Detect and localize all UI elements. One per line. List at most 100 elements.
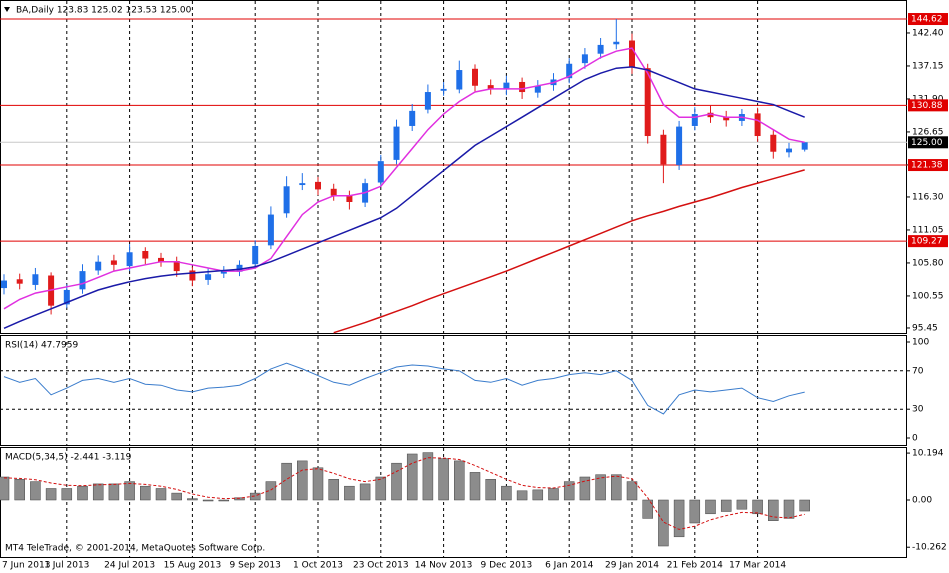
x-tick-label: 1 Jul 2013 bbox=[44, 561, 89, 571]
candle-body bbox=[424, 92, 431, 110]
moving-average bbox=[3, 47, 805, 310]
macd-bar bbox=[14, 479, 25, 501]
y-tick-label: 100 bbox=[912, 338, 929, 348]
macd-bar bbox=[705, 499, 716, 515]
x-tick-label: 17 Mar 2014 bbox=[729, 561, 786, 571]
candle-body bbox=[205, 274, 212, 280]
macd-bar bbox=[768, 499, 779, 521]
macd-bar bbox=[532, 489, 544, 501]
candle-body bbox=[691, 114, 698, 126]
candle-body bbox=[267, 214, 274, 246]
x-tick-label: 24 Jul 2013 bbox=[104, 561, 155, 571]
candle-body bbox=[503, 82, 510, 90]
candle-body bbox=[707, 112, 714, 118]
menu-arrow bbox=[4, 7, 10, 12]
macd-bar bbox=[312, 467, 324, 501]
macd-bar bbox=[328, 479, 339, 501]
macd-bar bbox=[281, 462, 292, 501]
rsi-title: RSI(14) 47.7959 bbox=[5, 341, 78, 351]
macd-bar bbox=[438, 458, 449, 501]
macd-bar bbox=[187, 498, 198, 501]
candle-body bbox=[16, 279, 23, 284]
macd-bar bbox=[626, 481, 638, 501]
macd-bar bbox=[202, 499, 214, 502]
level-label: 121.38 bbox=[911, 161, 943, 171]
candle-body bbox=[754, 113, 761, 137]
candle-body bbox=[236, 264, 243, 272]
macd-bar bbox=[391, 462, 402, 501]
candle-body bbox=[393, 126, 400, 160]
macd-bar bbox=[548, 488, 559, 501]
macd-bar bbox=[422, 452, 434, 501]
macd-bar bbox=[61, 488, 73, 501]
x-tick-label: 9 Sep 2013 bbox=[230, 561, 281, 571]
macd-bar bbox=[752, 499, 763, 515]
moving-average bbox=[3, 66, 805, 329]
candle-body bbox=[110, 260, 117, 265]
candle-body bbox=[613, 41, 620, 45]
macd-bar bbox=[140, 485, 151, 501]
candle-body bbox=[142, 251, 149, 259]
candle-body bbox=[95, 261, 102, 271]
macd-bar bbox=[171, 492, 182, 501]
candle-body bbox=[456, 70, 463, 90]
y-tick-label: 105.80 bbox=[912, 258, 944, 268]
candle-body bbox=[440, 88, 447, 91]
macd-bar bbox=[454, 460, 465, 501]
macd-bar bbox=[563, 481, 575, 501]
macd-bar bbox=[642, 499, 653, 519]
candle-body bbox=[315, 181, 321, 190]
level-label: 144.62 bbox=[911, 15, 943, 25]
macd-bar bbox=[0, 476, 10, 501]
x-tick-label: 1 Oct 2013 bbox=[293, 561, 343, 571]
candle-body bbox=[472, 68, 478, 86]
macd-bar bbox=[406, 453, 418, 501]
macd-bar bbox=[720, 499, 732, 512]
y-tick-label: 0.00 bbox=[912, 495, 932, 505]
candle-body bbox=[126, 252, 133, 267]
macd-bar bbox=[218, 499, 230, 502]
macd-bar bbox=[485, 479, 496, 501]
candle-body bbox=[63, 289, 70, 305]
candle-body bbox=[487, 85, 494, 89]
macd-bar bbox=[359, 483, 371, 501]
candle-body bbox=[220, 271, 227, 274]
macd-bar bbox=[783, 499, 795, 519]
candle-body bbox=[597, 44, 604, 54]
x-tick-label: 23 Oct 2013 bbox=[353, 561, 409, 571]
macd-bar bbox=[77, 485, 88, 501]
candle-body bbox=[786, 148, 792, 153]
macd-bar bbox=[689, 499, 701, 524]
chart-title: BA,Daily 123.83 125.02 123.53 125.00 bbox=[16, 6, 192, 16]
candle-body bbox=[32, 274, 39, 285]
macd-bar bbox=[375, 476, 387, 501]
y-tick-label: 30 bbox=[912, 405, 924, 415]
level-label-box bbox=[908, 13, 948, 26]
candle-body bbox=[283, 186, 290, 214]
y-tick-label: -10.262 bbox=[912, 543, 947, 553]
candle-body bbox=[252, 245, 259, 265]
macd-bar bbox=[516, 490, 528, 501]
level-label: 130.88 bbox=[911, 101, 943, 111]
y-tick-label: 142.40 bbox=[912, 28, 944, 38]
candle-body bbox=[377, 161, 384, 183]
candle-body bbox=[1, 280, 7, 289]
x-tick-label: 9 Dec 2013 bbox=[481, 561, 533, 571]
candle-body bbox=[346, 195, 353, 202]
level-label-box bbox=[908, 99, 948, 112]
y-tick-label: 126.65 bbox=[912, 127, 944, 137]
footer: MT4 TeleTrade, © 2001-2014, MetaQuotes S… bbox=[5, 544, 265, 554]
x-tick-label: 21 Feb 2014 bbox=[667, 561, 723, 571]
level-label-box bbox=[908, 159, 948, 172]
macd-bar bbox=[30, 481, 41, 501]
candle-body bbox=[770, 134, 777, 152]
candle-body bbox=[158, 257, 164, 262]
candle-body bbox=[676, 126, 683, 165]
signal-line bbox=[3, 457, 805, 530]
macd-bar bbox=[736, 499, 748, 510]
macd-bar bbox=[124, 481, 135, 501]
y-tick-label: 95.45 bbox=[912, 323, 938, 333]
x-tick-label: 29 Jan 2014 bbox=[605, 561, 659, 571]
macd-bar bbox=[92, 483, 104, 501]
candle-body bbox=[723, 116, 730, 121]
